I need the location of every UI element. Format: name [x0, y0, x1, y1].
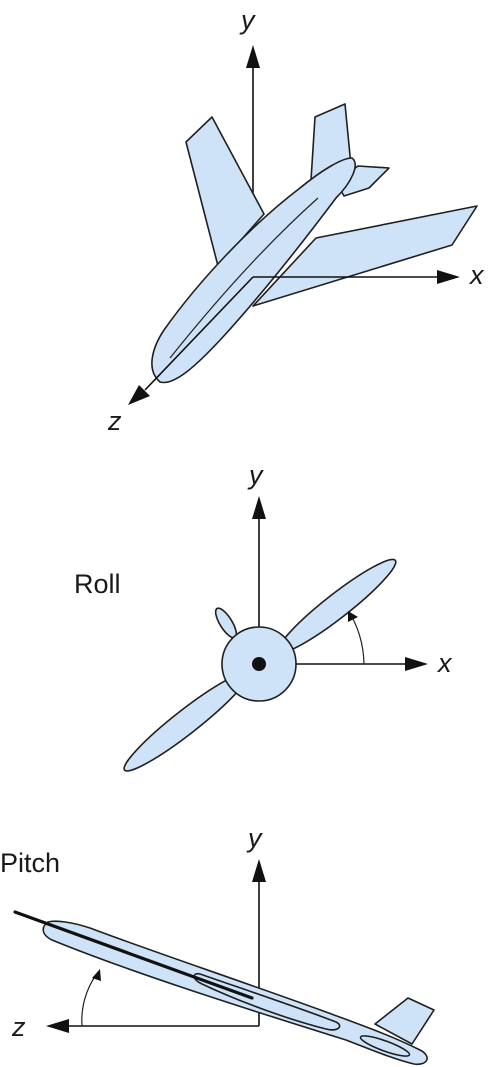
right-wing-3d	[252, 205, 478, 307]
roll-axis-dot	[252, 657, 266, 671]
fuselage-3d	[151, 157, 356, 384]
engine-pod-pitch	[359, 1035, 411, 1057]
z-axis-label-3d: z	[107, 406, 122, 436]
z-axis-3d	[128, 276, 254, 405]
tail-fin-pitch	[374, 997, 435, 1045]
y-axis-label-roll: y	[247, 460, 264, 490]
z-axis-label-pitch: z	[11, 1012, 26, 1042]
roll-title: Roll	[74, 569, 121, 599]
pitch-title: Pitch	[0, 848, 60, 878]
x-axis-3d	[253, 270, 460, 284]
y-axis-label-3d: y	[239, 5, 256, 35]
panel-3d-view: y x z	[107, 5, 485, 436]
roll-angle-arc	[348, 611, 365, 665]
left-wing-3d	[185, 116, 265, 267]
pitch-angle-arc	[81, 969, 101, 1027]
panel-pitch: Pitch y z	[0, 823, 435, 1066]
y-axis-label-pitch: y	[246, 823, 263, 853]
z-axis-pitch	[46, 1019, 259, 1033]
fuselage-seam-3d	[169, 197, 319, 359]
body-axis-pitch	[13, 910, 254, 1000]
x-axis-label-roll: x	[436, 648, 453, 678]
panel-roll: Roll y x	[74, 460, 453, 772]
x-axis-label-3d: x	[468, 260, 485, 290]
wing-pitch	[193, 972, 341, 1031]
